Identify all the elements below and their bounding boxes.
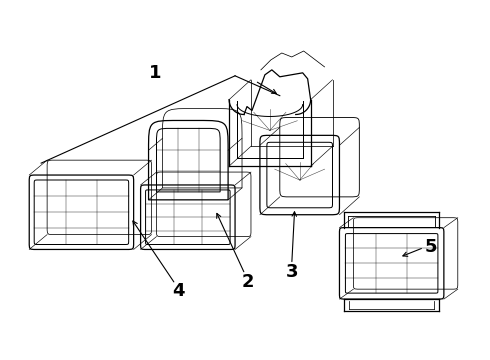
Text: 5: 5 (425, 238, 437, 256)
Text: 2: 2 (242, 273, 254, 291)
Text: 1: 1 (149, 64, 162, 82)
Text: 4: 4 (172, 282, 185, 300)
Text: 3: 3 (286, 263, 298, 281)
